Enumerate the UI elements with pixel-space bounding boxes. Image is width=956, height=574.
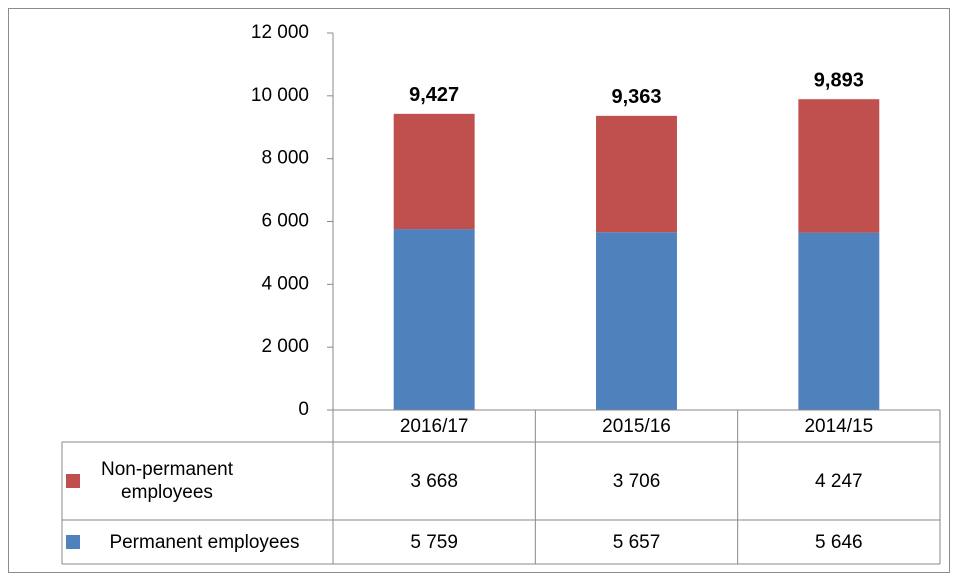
table-value: 4 247 [815, 471, 863, 492]
y-tick-label: 8 000 [261, 148, 309, 169]
table-value: 5 646 [815, 532, 863, 553]
table-value: 5 657 [613, 532, 661, 553]
total-label: 9,363 [611, 86, 661, 108]
bar-segment [393, 229, 475, 410]
legend-label-box: Permanent employees [109, 531, 300, 553]
y-tick-label: 10 000 [251, 85, 309, 106]
legend-label: Non-permanent employees [100, 459, 234, 503]
y-tick-label: 4 000 [261, 273, 309, 294]
table-value: 5 759 [410, 532, 458, 553]
y-tick-label: 2 000 [261, 336, 309, 357]
chart-border [8, 8, 950, 573]
legend-label: Permanent employees [109, 531, 300, 553]
x-tick-label: 2015/16 [602, 416, 671, 437]
legend-swatch [66, 474, 80, 488]
y-tick-label: 12 000 [251, 22, 309, 43]
legend-swatch [66, 535, 80, 549]
bar-segment [596, 115, 677, 233]
table-value: 3 706 [613, 471, 661, 492]
table-value: 3 668 [410, 471, 458, 492]
y-tick-label: 6 000 [261, 211, 309, 232]
bar-segment [798, 232, 880, 410]
x-tick-label: 2016/17 [400, 416, 469, 437]
y-tick-label: 0 [298, 399, 309, 420]
bar-segment [393, 113, 475, 230]
x-tick-label: 2014/15 [804, 416, 873, 437]
total-label: 9,893 [814, 69, 864, 91]
legend-label-box: Non-permanent employees [100, 459, 234, 503]
bar-segment [596, 232, 677, 410]
bar-segment [798, 99, 880, 233]
total-label: 9,427 [409, 84, 459, 106]
